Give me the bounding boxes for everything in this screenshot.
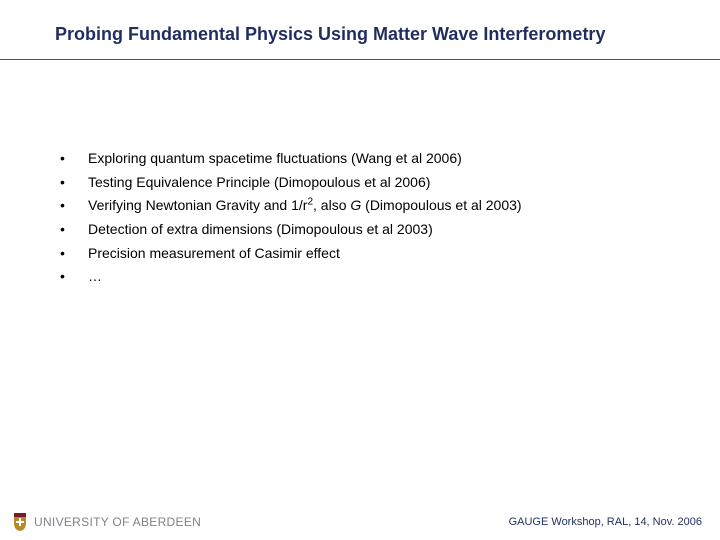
bullet-text: Testing Equivalence Principle (Dimopoulo… [88,172,680,194]
bullet-marker: • [60,172,88,194]
list-item: • Precision measurement of Casimir effec… [60,243,680,265]
list-item: • Testing Equivalence Principle (Dimopou… [60,172,680,194]
footer: UNIVERSITY OF ABERDEEN GAUGE Workshop, R… [0,504,720,540]
bullet-text: Detection of extra dimensions (Dimopoulo… [88,219,680,241]
bullet-marker: • [60,243,88,265]
footer-left: UNIVERSITY OF ABERDEEN [12,512,201,532]
bullet-marker: • [60,219,88,241]
bullet-marker: • [60,195,88,217]
list-item: • Exploring quantum spacetime fluctuatio… [60,148,680,170]
bullet-text: Verifying Newtonian Gravity and 1/r2, al… [88,195,680,217]
bullet-marker: • [60,266,88,288]
bullet-text: … [88,266,680,288]
slide-title: Probing Fundamental Physics Using Matter… [0,0,720,59]
bullet-text: Precision measurement of Casimir effect [88,243,680,265]
bullet-list: • Exploring quantum spacetime fluctuatio… [60,148,680,288]
list-item: • Verifying Newtonian Gravity and 1/r2, … [60,195,680,217]
bullet-text: Exploring quantum spacetime fluctuations… [88,148,680,170]
list-item: • Detection of extra dimensions (Dimopou… [60,219,680,241]
content-area: • Exploring quantum spacetime fluctuatio… [0,60,720,288]
footer-right-text: GAUGE Workshop, RAL, 14, Nov. 2006 [509,516,702,528]
list-item: • … [60,266,680,288]
crest-icon [12,512,28,532]
university-name: UNIVERSITY OF ABERDEEN [34,515,201,529]
bullet-marker: • [60,148,88,170]
